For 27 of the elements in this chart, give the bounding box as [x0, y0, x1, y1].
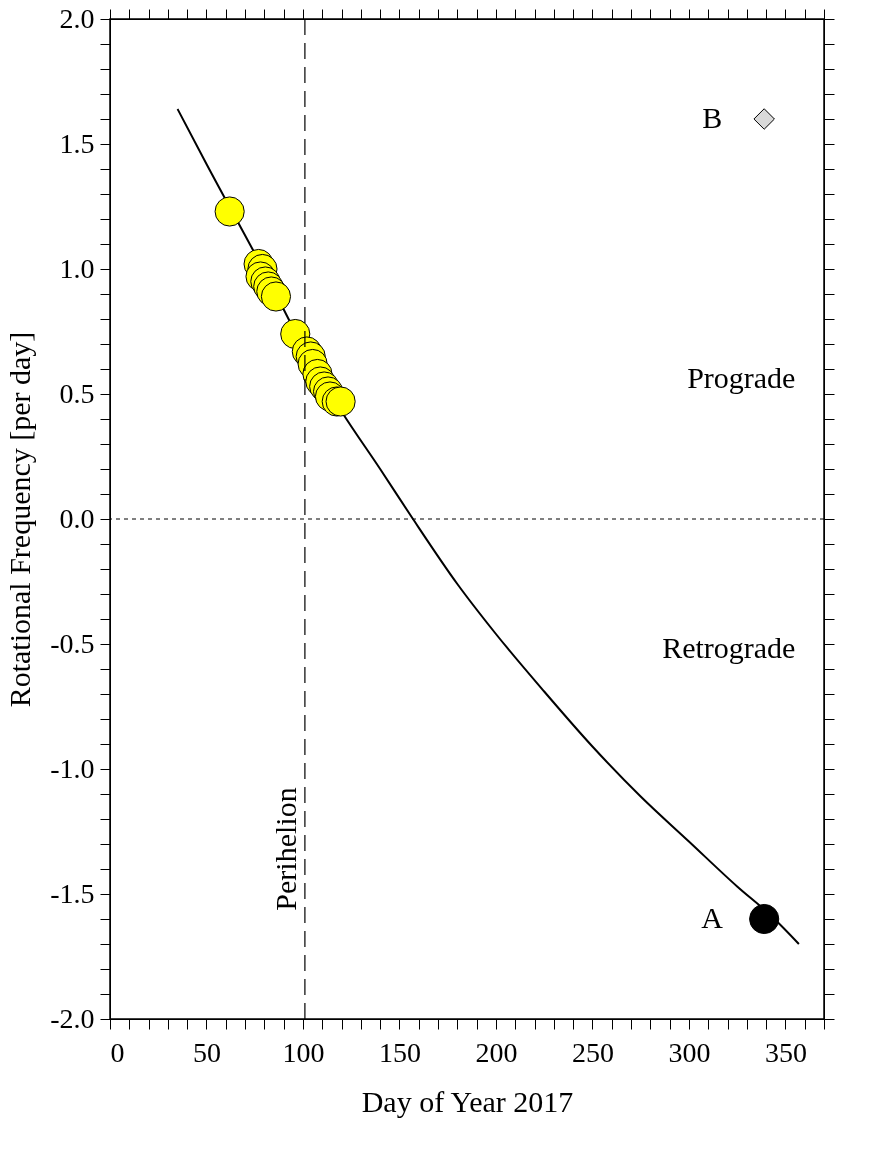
x-tick-label: 200	[475, 1036, 518, 1068]
x-tick-label: 150	[378, 1036, 421, 1068]
y-tick-label: 1.5	[59, 127, 95, 159]
x-tick-label: 250	[571, 1036, 614, 1068]
x-tick-label: 350	[764, 1036, 807, 1068]
x-tick-label: 300	[668, 1036, 711, 1068]
point	[749, 903, 780, 935]
annotation: Retrograde	[662, 631, 796, 664]
y-tick-label: -0.5	[50, 627, 95, 659]
y-tick-label: 1.0	[59, 252, 95, 284]
x-axis-title: Day of Year 2017	[361, 1084, 574, 1118]
point	[753, 108, 775, 130]
annotation: A	[701, 901, 724, 934]
point	[214, 196, 245, 227]
x-tick-label: 50	[192, 1036, 221, 1068]
x-tick-label: 100	[282, 1036, 325, 1068]
x-tick-label: 0	[110, 1036, 125, 1068]
annotation: B	[702, 101, 723, 134]
annotation: Prograde	[687, 361, 796, 394]
y-tick-label: 0.5	[59, 377, 95, 409]
y-tick-label: 0.0	[59, 502, 95, 534]
y-tick-label: -1.0	[50, 752, 95, 784]
ref-line-label: Perihelion	[268, 787, 302, 911]
y-tick-label: -2.0	[50, 1002, 95, 1034]
y-axis-title: Rotational Frequency [per day]	[3, 331, 37, 708]
y-tick-label: -1.5	[50, 877, 95, 909]
y-tick-label: 2.0	[59, 2, 95, 34]
